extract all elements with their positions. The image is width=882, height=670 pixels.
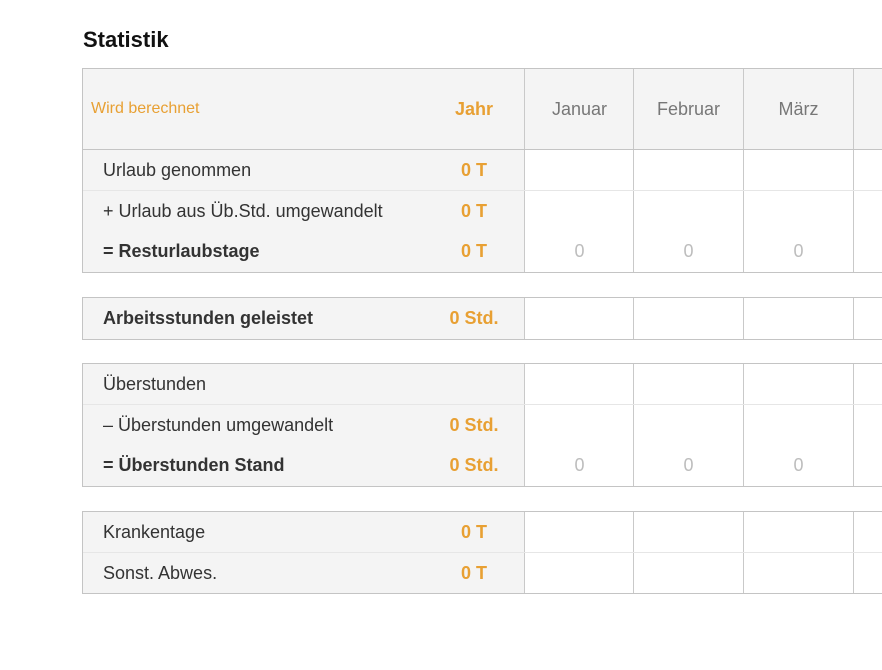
row-label: = Resturlaubstage: [83, 231, 425, 273]
month-cell: [743, 150, 853, 191]
month-cell: [743, 298, 853, 339]
header-month: März: [743, 69, 853, 149]
month-cell: [853, 404, 882, 446]
row-group: Überstunden – Überstunden umgewandelt 0 St…: [82, 363, 882, 488]
row-year: [424, 364, 524, 405]
month-cell: [853, 231, 882, 273]
month-cell: [524, 512, 634, 553]
month-cell: [853, 445, 882, 487]
month-cell: [524, 150, 634, 191]
month-cell: [633, 404, 743, 446]
month-cell: [633, 298, 743, 339]
header-month: [853, 69, 882, 149]
month-cell: [524, 190, 634, 232]
month-cell: [633, 512, 743, 553]
month-cell: 0: [633, 445, 743, 487]
row-year: 0 T: [424, 190, 524, 232]
month-cell: [743, 552, 853, 594]
header-month: Februar: [633, 69, 743, 149]
month-cell: [524, 298, 634, 339]
row-year: 0 T: [424, 150, 524, 191]
table-header: Wird berechnet Jahr Januar Februar März: [82, 68, 882, 151]
section-title: Statistik: [83, 27, 169, 52]
month-cell: [853, 190, 882, 232]
month-cell: [633, 552, 743, 594]
header-month: Januar: [524, 69, 634, 149]
month-cell: [633, 364, 743, 405]
month-cell: 0: [633, 231, 743, 273]
month-cell: [524, 552, 634, 594]
row-year: 0 T: [424, 552, 524, 594]
row-label: Krankentage: [83, 512, 425, 553]
month-cell: [743, 404, 853, 446]
row-label: + Urlaub aus Üb.Std. umgewandelt: [83, 190, 425, 232]
month-cell: [743, 190, 853, 232]
month-cell: [633, 150, 743, 191]
row-label: Sonst. Abwes.: [83, 552, 425, 594]
row-label: Urlaub genommen: [83, 150, 425, 191]
month-cell: 0: [524, 445, 634, 487]
row-group: Urlaub genommen 0 T + Urlaub aus Üb.Std. u…: [82, 149, 882, 274]
month-cell: 0: [524, 231, 634, 273]
month-cell: [853, 298, 882, 339]
month-cell: [524, 364, 634, 405]
row-label: Arbeitsstunden geleistet: [83, 298, 425, 339]
row-label: – Überstunden umgewandelt: [83, 404, 425, 446]
row-year: 0 T: [424, 231, 524, 273]
month-cell: [524, 404, 634, 446]
month-cell: 0: [743, 231, 853, 273]
header-year: Jahr: [424, 69, 524, 149]
row-label: Überstunden: [83, 364, 425, 405]
row-year: 0 Std.: [424, 298, 524, 339]
row-label: = Überstunden Stand: [83, 445, 425, 487]
month-cell: [633, 190, 743, 232]
month-cell: [853, 364, 882, 405]
month-cell: [743, 512, 853, 553]
row-year: 0 T: [424, 512, 524, 553]
header-label: Wird berechnet: [83, 69, 425, 149]
month-cell: [853, 512, 882, 553]
row-year: 0 Std.: [424, 445, 524, 487]
month-cell: [853, 150, 882, 191]
row-group: Arbeitsstunden geleistet 0 Std.: [82, 297, 882, 340]
month-cell: [853, 552, 882, 594]
row-year: 0 Std.: [424, 404, 524, 446]
month-cell: 0: [743, 445, 853, 487]
month-cell: [743, 364, 853, 405]
row-group: Krankentage 0 T Sonst. Abwes. 0 T: [82, 511, 882, 595]
